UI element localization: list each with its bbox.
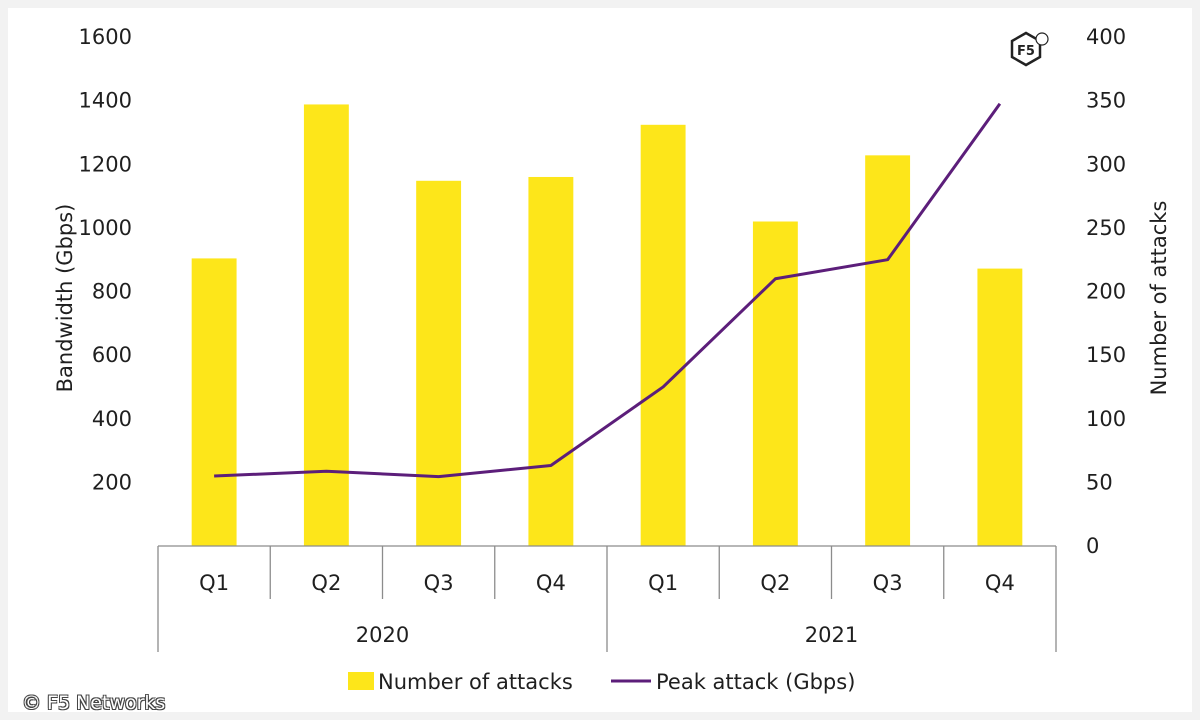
bar-series <box>191 104 1023 547</box>
left-tick-label: 400 <box>92 407 132 431</box>
category-label: Q4 <box>536 571 566 595</box>
legend-label-attacks: Number of attacks <box>378 670 573 694</box>
left-tick-label: 1600 <box>79 25 132 49</box>
right-tick-label: 100 <box>1086 407 1126 431</box>
left-axis-title: Bandwidth (Gbps) <box>53 204 77 393</box>
category-axis: Q1 Q2 Q3 Q4 2020 Q1 Q2 Q3 Q4 2021 <box>157 545 1057 652</box>
logo-text: F5 <box>1017 44 1035 59</box>
bar <box>416 180 462 547</box>
left-tick-label: 1000 <box>79 216 132 240</box>
left-tick-label: 1400 <box>79 89 132 113</box>
group-label: 2020 <box>356 623 409 647</box>
left-tick-label: 200 <box>92 470 132 494</box>
right-tick-label: 50 <box>1086 470 1113 494</box>
right-tick-label: 400 <box>1086 25 1126 49</box>
category-label: Q1 <box>648 571 678 595</box>
chart-card: 200 400 600 800 1000 1200 1400 1600 0 50 100 150 20… <box>8 8 1192 714</box>
peak-attack-line <box>214 102 1002 479</box>
left-axis-ticks: 200 400 600 800 1000 1200 1400 1600 <box>79 25 132 494</box>
category-label: Q2 <box>311 571 341 595</box>
right-tick-label: 250 <box>1086 216 1126 240</box>
right-tick-label: 300 <box>1086 152 1126 176</box>
category-label: Q3 <box>424 571 454 595</box>
category-label: Q3 <box>873 571 903 595</box>
bar <box>528 176 574 546</box>
f5-logo-icon: F5 <box>1010 31 1049 67</box>
bar <box>303 104 349 546</box>
combo-chart: 200 400 600 800 1000 1200 1400 1600 0 50 100 150 20… <box>53 25 1171 694</box>
bar <box>977 268 1023 546</box>
right-axis-title: Number of attacks <box>1147 201 1171 396</box>
category-label: Q2 <box>760 571 790 595</box>
right-tick-label: 350 <box>1086 89 1126 113</box>
category-label: Q1 <box>199 571 229 595</box>
right-tick-label: 150 <box>1086 343 1126 367</box>
line-series <box>214 102 1002 479</box>
copyright-text: © F5 Networks <box>22 692 166 714</box>
bar <box>752 221 798 546</box>
group-label: 2021 <box>805 623 858 647</box>
bar <box>191 258 237 546</box>
left-tick-label: 1200 <box>79 152 132 176</box>
left-tick-label: 600 <box>92 343 132 367</box>
right-axis-ticks: 0 50 100 150 200 250 300 350 400 <box>1086 25 1126 558</box>
category-label: Q4 <box>985 571 1015 595</box>
legend-swatch-attacks <box>348 672 374 690</box>
bar <box>865 155 911 546</box>
legend: Number of attacks Peak attack (Gbps) <box>348 670 855 694</box>
bar <box>640 124 686 547</box>
right-tick-label: 200 <box>1086 280 1126 304</box>
left-tick-label: 800 <box>92 280 132 304</box>
right-tick-label: 0 <box>1086 534 1099 558</box>
legend-label-peak: Peak attack (Gbps) <box>656 670 855 694</box>
